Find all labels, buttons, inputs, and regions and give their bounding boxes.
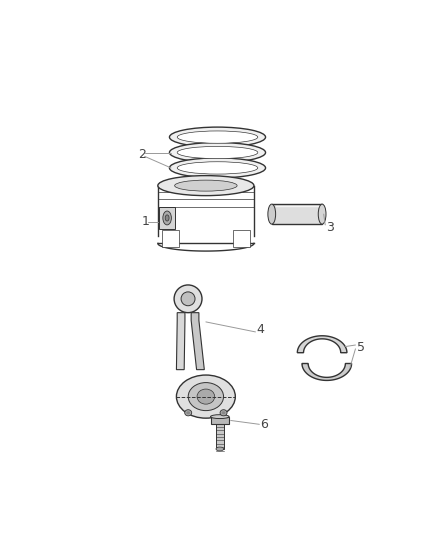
Ellipse shape (170, 158, 265, 178)
Ellipse shape (186, 411, 190, 414)
Ellipse shape (211, 415, 229, 418)
Ellipse shape (175, 180, 237, 191)
Ellipse shape (177, 147, 258, 159)
Ellipse shape (177, 131, 258, 143)
Polygon shape (297, 336, 347, 353)
Ellipse shape (177, 375, 235, 418)
Ellipse shape (170, 127, 265, 147)
Polygon shape (191, 313, 204, 370)
Ellipse shape (268, 204, 276, 224)
Ellipse shape (188, 383, 223, 410)
Text: 5: 5 (357, 341, 365, 354)
Polygon shape (177, 313, 185, 370)
Ellipse shape (181, 292, 195, 306)
Bar (159, 207, 175, 229)
Ellipse shape (185, 410, 192, 416)
Ellipse shape (216, 447, 224, 451)
Bar (233, 230, 250, 247)
Ellipse shape (220, 410, 227, 416)
Text: 3: 3 (326, 221, 334, 233)
Ellipse shape (222, 411, 226, 414)
Bar (162, 230, 179, 247)
Ellipse shape (177, 161, 258, 174)
Bar (216, 424, 224, 449)
Polygon shape (302, 364, 352, 381)
Ellipse shape (158, 175, 254, 196)
Text: 1: 1 (141, 215, 149, 228)
Ellipse shape (197, 389, 215, 404)
Bar (211, 417, 229, 424)
Text: 6: 6 (260, 418, 268, 431)
Ellipse shape (163, 211, 171, 225)
Text: 2: 2 (138, 148, 146, 161)
Bar (272, 204, 322, 224)
Ellipse shape (318, 204, 326, 224)
Text: 4: 4 (256, 323, 264, 336)
Ellipse shape (174, 285, 202, 313)
Ellipse shape (165, 215, 169, 221)
Ellipse shape (170, 142, 265, 163)
